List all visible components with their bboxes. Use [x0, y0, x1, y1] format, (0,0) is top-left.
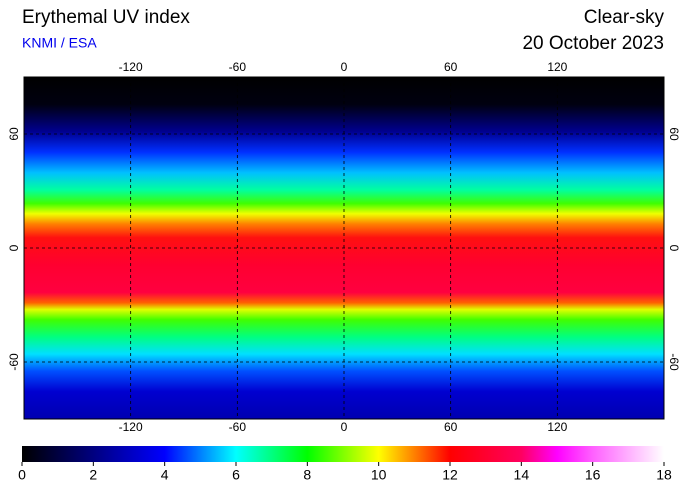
y-tick-label: 0: [667, 245, 681, 252]
y-tick-label: 60: [667, 127, 681, 141]
colorbar-label: 0: [18, 467, 26, 483]
colorbar-label: 18: [656, 467, 672, 483]
x-tick-label: 120: [547, 60, 567, 74]
title: Erythemal UV index: [22, 7, 190, 28]
colorbar: [22, 446, 664, 462]
x-tick-label: 0: [341, 420, 348, 434]
x-tick-label: -60: [229, 420, 247, 434]
condition: Clear-sky: [584, 7, 665, 28]
x-tick-label: 0: [341, 60, 348, 74]
colorbar-label: 6: [232, 467, 240, 483]
date: 20 October 2023: [522, 33, 664, 54]
y-tick-label: 0: [7, 244, 21, 251]
colorbar-label: 2: [89, 467, 97, 483]
x-tick-label: -120: [119, 60, 143, 74]
colorbar-label: 4: [161, 467, 169, 483]
colorbar-label: 14: [514, 467, 530, 483]
y-tick-label: -60: [7, 353, 21, 371]
x-tick-label: -120: [119, 420, 143, 434]
x-tick-label: 60: [444, 420, 458, 434]
colorbar-label: 12: [442, 467, 458, 483]
x-tick-label: 60: [444, 60, 458, 74]
y-tick-label: 60: [7, 127, 21, 141]
source: KNMI / ESA: [22, 35, 97, 51]
colorbar-label: 8: [303, 467, 311, 483]
colorbar-label: 10: [371, 467, 387, 483]
colorbar-label: 16: [585, 467, 601, 483]
x-tick-label: 120: [547, 420, 567, 434]
x-tick-label: -60: [229, 60, 247, 74]
y-tick-label: -60: [667, 353, 681, 371]
